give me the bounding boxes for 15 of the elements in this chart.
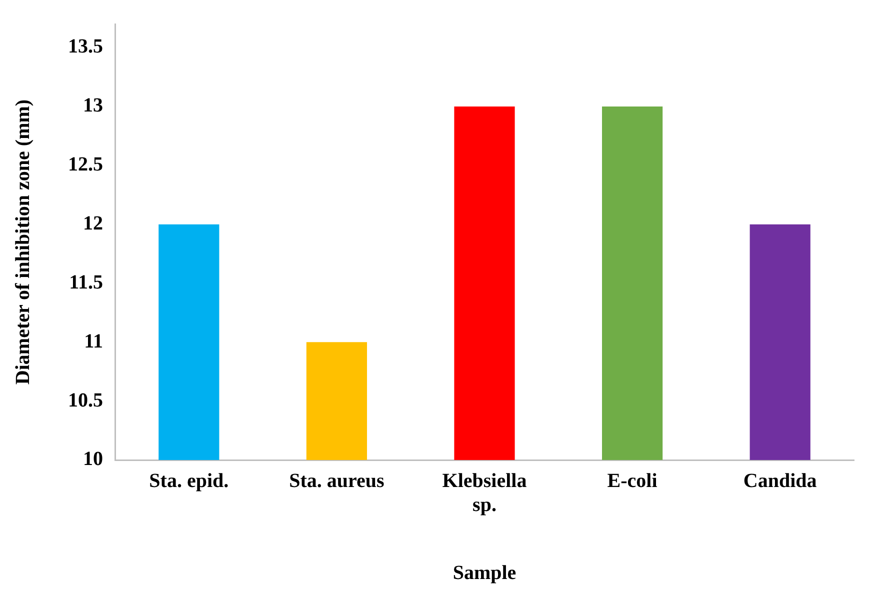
y-tick-label: 12.5 bbox=[68, 154, 103, 176]
y-tick-label: 10 bbox=[83, 448, 103, 470]
x-tick-label: E-coli bbox=[607, 470, 658, 492]
y-tick-label: 11.5 bbox=[69, 271, 103, 294]
x-tick-label: Candida bbox=[743, 470, 817, 492]
x-tick-label: Sta. epid. bbox=[149, 470, 229, 492]
x-tick-label: Klebsiella sp. bbox=[442, 470, 527, 516]
y-tick-label: 12 bbox=[83, 212, 103, 234]
x-axis-title: Sample bbox=[452, 562, 516, 584]
y-tick-label: 13.5 bbox=[68, 36, 103, 58]
y-tick-label: 13 bbox=[83, 94, 103, 117]
y-tick-label: 10.5 bbox=[68, 389, 103, 412]
y-tick-label: 11 bbox=[84, 330, 103, 352]
y-axis-title: Diameter of inhibition zone (mm) bbox=[12, 99, 34, 385]
x-tick-label: Sta. aureus bbox=[289, 470, 385, 492]
